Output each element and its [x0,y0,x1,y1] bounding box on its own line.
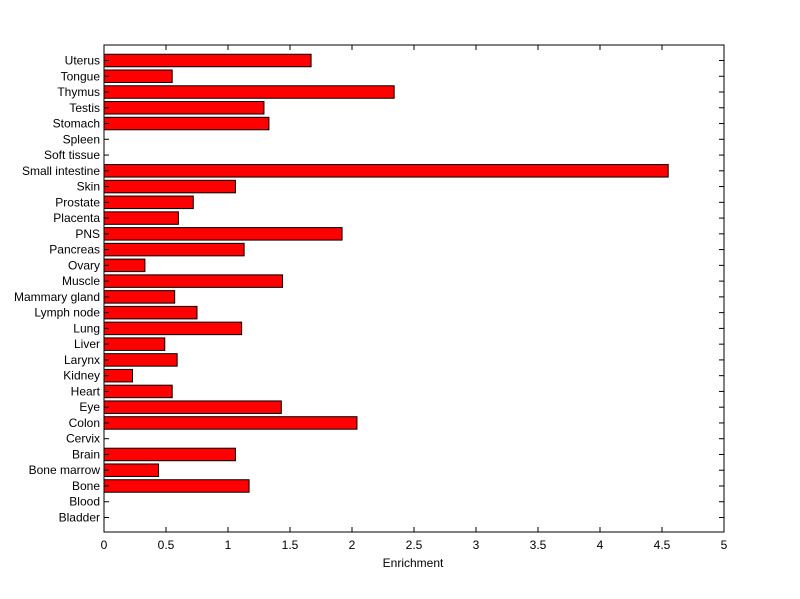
y-tick-label-bone-marrow: Bone marrow [29,463,101,477]
bar-tongue [103,69,173,84]
y-tick-label-bone: Bone [72,479,100,493]
y-tick-label-lung: Lung [73,321,100,335]
bar-small-intestine [103,164,669,178]
y-tick-label-pancreas: Pancreas [49,243,100,257]
x-tick-label-8: 4 [597,538,604,552]
y-tick-label-colon: Colon [69,416,100,430]
y-tick-label-pns: PNS [75,227,100,241]
y-tick-label-skin: Skin [77,180,100,194]
y-tick-label-placenta: Placenta [53,211,100,225]
bar-lymph-node [103,305,198,320]
y-tick-label-spleen: Spleen [63,132,100,146]
bar-pns [103,227,343,241]
bar-placenta [103,211,179,225]
bar-testis [103,101,265,115]
bar-liver [103,337,166,351]
bar-lung [103,321,243,336]
bar-muscle [103,274,284,288]
y-tick-label-kidney: Kidney [63,369,100,383]
bars-group [103,53,669,493]
x-axis: 0 0.5 1 1.5 2 2.5 3 3.5 4 4.5 5 [101,45,728,552]
bar-uterus [103,53,312,68]
bar-heart [103,384,173,399]
y-tick-label-small-intestine: Small intestine [22,164,100,178]
y-tick-label-soft-tissue: Soft tissue [44,148,100,162]
bar-ovary [103,258,146,273]
y-tick-label-liver: Liver [74,337,100,351]
x-tick-label-1: 0.5 [158,538,175,552]
y-tick-label-cervix: Cervix [66,432,100,446]
bar-bone-marrow [103,463,160,477]
bar-larynx [103,353,178,367]
bar-eye [103,400,282,414]
x-axis-label: Enrichment [383,556,444,570]
y-tick-label-ovary: Ovary [68,258,100,272]
bar-pancreas [103,242,245,257]
y-tick-label-tongue: Tongue [61,69,101,83]
bar-skin [103,179,236,194]
bar-bone [103,479,250,493]
y-tick-label-bladder: Bladder [59,511,100,525]
y-tick-label-blood: Blood [69,495,100,509]
x-tick-label-6: 3 [473,538,480,552]
y-tick-label-lymph-node: Lymph node [34,306,100,320]
x-tick-label-2: 1 [225,538,232,552]
y-tick-label-stomach: Stomach [53,117,100,131]
y-tick-label-larynx: Larynx [64,353,100,367]
y-tick-label-muscle: Muscle [62,274,100,288]
y-tick-label-heart: Heart [71,384,101,398]
y-tick-label-mammary-gland: Mammary gland [14,290,100,304]
y-tick-label-testis: Testis [69,101,100,115]
x-tick-label-7: 3.5 [530,538,547,552]
x-tick-label-9: 4.5 [654,538,671,552]
y-tick-label-brain: Brain [72,447,100,461]
y-tick-label-uterus: Uterus [65,54,100,68]
x-tick-label-0: 0 [101,538,108,552]
y-tick-label-thymus: Thymus [57,85,100,99]
bar-stomach [103,116,270,131]
bar-brain [103,447,236,462]
y-tick-label-eye: Eye [79,400,100,414]
x-tick-label-10: 5 [721,538,728,552]
x-tick-label-3: 1.5 [282,538,299,552]
bar-colon [103,416,358,430]
y-tick-label-prostate: Prostate [55,195,100,209]
bar-thymus [103,85,395,99]
x-tick-label-4: 2 [349,538,356,552]
bar-prostate [103,195,194,210]
x-tick-label-5: 2.5 [406,538,423,552]
bar-mammary-gland [103,290,176,304]
